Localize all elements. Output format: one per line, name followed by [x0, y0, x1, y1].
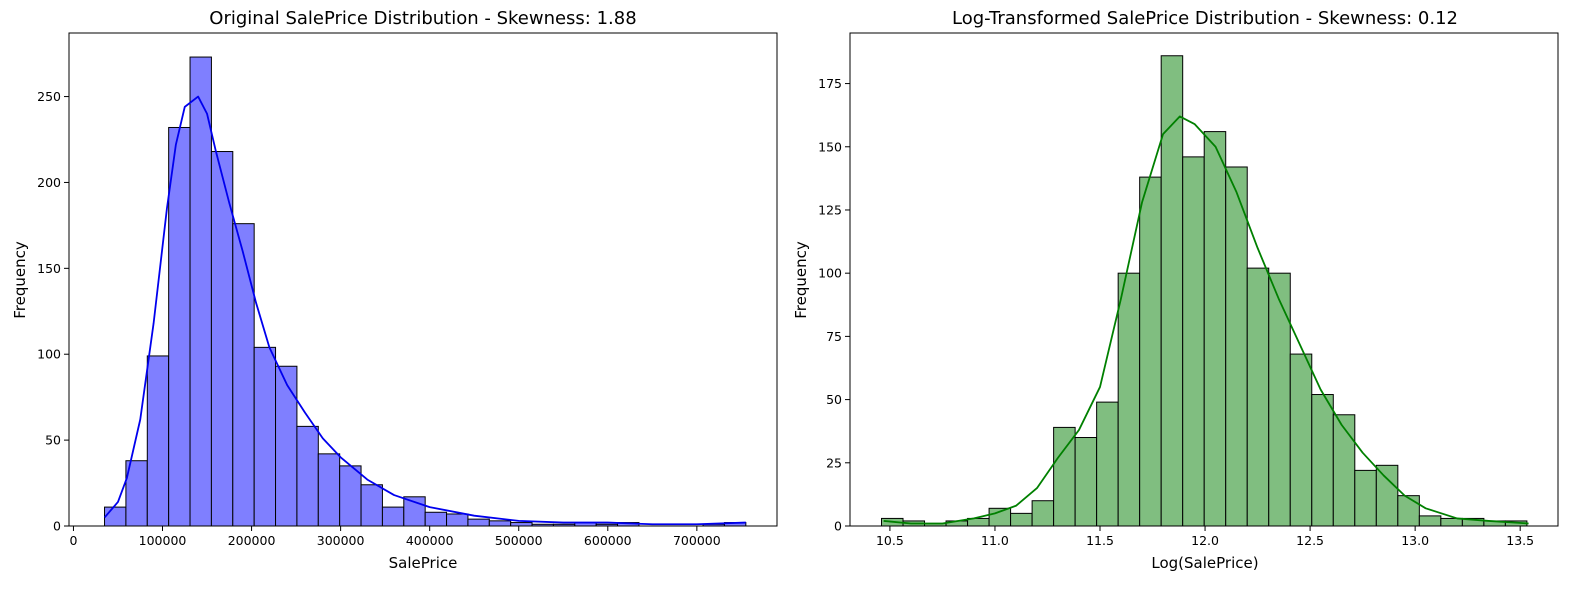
x-tick-label-saleprice-0: 0	[69, 533, 77, 548]
bar-log-saleprice-23	[1375, 464, 1399, 527]
chart-title-log-saleprice: Log-Transformed SalePrice Distribution -…	[952, 8, 1458, 29]
x-tick-label-log-saleprice-2: 11.5	[1086, 533, 1114, 548]
bar-saleprice-8	[275, 365, 298, 527]
x-tick-label-saleprice-6: 600000	[584, 533, 632, 548]
bar-log-saleprice-7	[1031, 500, 1055, 527]
plot-frame-log-saleprice	[849, 32, 1559, 527]
bar-saleprice-16	[446, 513, 469, 527]
bar-log-saleprice-12	[1139, 176, 1162, 527]
y-tick-label-saleprice-3: 150	[37, 261, 61, 276]
bar-saleprice-10	[317, 453, 341, 527]
bar-log-saleprice-19	[1289, 353, 1313, 527]
x-tick-label-log-saleprice-6: 13.5	[1506, 533, 1534, 548]
bar-log-saleprice-16	[1225, 166, 1248, 527]
bar-log-saleprice-26	[1440, 517, 1463, 527]
y-tick-label-log-saleprice-1: 25	[826, 455, 842, 470]
bar-saleprice-7	[253, 346, 277, 527]
y-tick-label-log-saleprice-3: 75	[826, 329, 842, 344]
bar-log-saleprice-10	[1096, 401, 1119, 527]
x-tick-label-saleprice-7: 700000	[673, 533, 721, 548]
x-tick-label-saleprice-4: 400000	[406, 533, 454, 548]
bar-log-saleprice-9	[1074, 437, 1098, 527]
kde-line-saleprice	[103, 95, 746, 526]
bar-log-saleprice-14	[1182, 156, 1205, 527]
y-ticks-saleprice: 0 50 100 150 200 250	[37, 89, 69, 534]
bar-log-saleprice-6	[1010, 512, 1033, 527]
bar-saleprice-3	[168, 126, 191, 527]
bar-log-saleprice-11	[1117, 272, 1141, 527]
x-tick-label-saleprice-2: 200000	[228, 533, 276, 548]
histogram-saleprice-panel: Original SalePrice Distribution - Skewne…	[11, 8, 778, 572]
bars-saleprice	[104, 56, 747, 527]
bar-saleprice-15	[424, 511, 448, 527]
x-tick-label-log-saleprice-0: 10.5	[876, 533, 904, 548]
y-tick-label-log-saleprice-5: 125	[818, 202, 842, 217]
x-tick-label-log-saleprice-4: 12.5	[1296, 533, 1324, 548]
bar-saleprice-0	[104, 506, 127, 527]
bar-log-saleprice-18	[1268, 272, 1291, 527]
bar-saleprice-13	[381, 506, 405, 527]
bar-log-saleprice-13	[1160, 55, 1184, 527]
bar-log-saleprice-25	[1418, 515, 1442, 527]
bar-log-saleprice-17	[1246, 267, 1270, 527]
histogram-log-saleprice-panel: Log-Transformed SalePrice Distribution -…	[792, 8, 1559, 572]
x-ticks-saleprice: 0 100000 200000 300000 400000 500000 600000 700…	[69, 526, 721, 548]
y-tick-label-saleprice-2: 100	[37, 347, 61, 362]
bar-saleprice-19	[510, 522, 533, 527]
kde-line-log-saleprice	[883, 115, 1529, 525]
y-axis-label-log-saleprice: Frequency	[792, 241, 810, 319]
bar-log-saleprice-8	[1053, 426, 1076, 527]
x-tick-label-saleprice-3: 300000	[317, 533, 365, 548]
y-tick-label-saleprice-4: 200	[37, 175, 61, 190]
x-ticks-log-saleprice: 10.5 11.0 11.5 12.0 12.5 13.0 13.5	[876, 526, 1534, 548]
y-tick-label-log-saleprice-6: 150	[818, 139, 842, 154]
y-axis-label-saleprice: Frequency	[11, 241, 29, 319]
y-ticks-log-saleprice: 0 25 50 75 100 125 150 175	[818, 76, 850, 534]
plot-frame-saleprice	[68, 32, 778, 527]
kde-saleprice	[103, 95, 746, 526]
bar-log-saleprice-22	[1354, 469, 1377, 527]
bar-saleprice-12	[360, 484, 383, 527]
bar-saleprice-4	[189, 56, 212, 527]
bar-saleprice-17	[467, 518, 490, 527]
bar-saleprice-6	[232, 223, 255, 527]
chart-title-saleprice: Original SalePrice Distribution - Skewne…	[209, 8, 636, 29]
bar-saleprice-2	[146, 355, 170, 527]
bar-log-saleprice-24	[1397, 495, 1420, 527]
y-tick-label-log-saleprice-0: 0	[834, 519, 842, 534]
bar-log-saleprice-21	[1332, 414, 1356, 527]
bars-log-saleprice	[881, 55, 1528, 527]
bar-saleprice-11	[339, 465, 362, 527]
bar-saleprice-9	[296, 425, 319, 527]
x-axis-label-log-saleprice: Log(SalePrice)	[1151, 554, 1258, 572]
y-tick-label-saleprice-0: 0	[53, 519, 61, 534]
x-tick-label-log-saleprice-5: 13.0	[1401, 533, 1429, 548]
x-axis-label-saleprice: SalePrice	[389, 554, 458, 572]
bar-saleprice-18	[488, 520, 512, 527]
x-tick-label-log-saleprice-1: 11.0	[981, 533, 1009, 548]
x-tick-label-saleprice-5: 500000	[495, 533, 543, 548]
y-tick-label-saleprice-5: 250	[37, 89, 61, 104]
kde-log-saleprice	[883, 115, 1529, 525]
y-tick-label-log-saleprice-7: 175	[818, 76, 842, 91]
bar-log-saleprice-15	[1203, 131, 1227, 527]
bar-log-saleprice-20	[1311, 394, 1334, 527]
y-tick-label-log-saleprice-4: 100	[818, 266, 842, 281]
y-tick-label-saleprice-1: 50	[45, 433, 61, 448]
y-tick-label-log-saleprice-2: 50	[826, 392, 842, 407]
x-tick-label-log-saleprice-3: 12.0	[1191, 533, 1219, 548]
bar-saleprice-5	[210, 151, 234, 527]
x-tick-label-saleprice-1: 100000	[139, 533, 187, 548]
